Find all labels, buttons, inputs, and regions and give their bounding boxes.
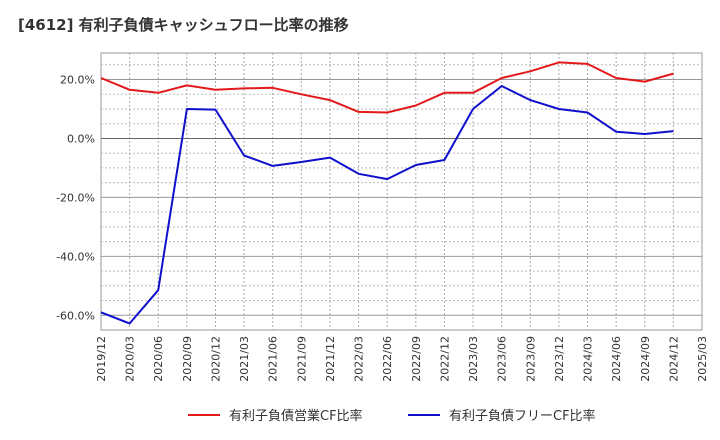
- x-tick-label: 2020/12: [209, 336, 222, 382]
- x-tick-label: 2024/09: [639, 336, 652, 382]
- y-tick-label: -20.0%: [56, 191, 95, 204]
- x-tick-label: 2020/09: [181, 336, 194, 382]
- legend-label-2: 有利子負債フリーCF比率: [449, 408, 596, 424]
- chart-title: [4612] 有利子負債キャッシュフロー比率の推移: [18, 16, 349, 34]
- x-tick-label: 2024/03: [582, 336, 595, 382]
- x-tick-label: 2021/12: [324, 336, 337, 382]
- x-tick-label: 2022/06: [381, 336, 394, 382]
- x-tick-label: 2024/12: [667, 336, 680, 382]
- y-tick-label: 20.0%: [60, 74, 95, 87]
- x-tick-label: 2024/06: [610, 336, 623, 382]
- x-tick-label: 2023/09: [524, 336, 537, 382]
- x-tick-label: 2022/12: [438, 336, 451, 382]
- x-tick-label: 2020/06: [152, 336, 165, 382]
- x-tick-label: 2019/12: [95, 336, 108, 382]
- x-tick-label: 2023/12: [553, 336, 566, 382]
- x-tick-label: 2022/03: [353, 336, 366, 382]
- x-tick-label: 2021/06: [267, 336, 280, 382]
- y-tick-label: 0.0%: [67, 132, 95, 145]
- x-tick-label: 2023/03: [467, 336, 480, 382]
- legend-label-1: 有利子負債営業CF比率: [229, 408, 363, 424]
- x-tick-label: 2021/03: [238, 336, 251, 382]
- x-tick-label: 2021/09: [295, 336, 308, 382]
- x-tick-label: 2023/06: [496, 336, 509, 382]
- y-tick-label: -60.0%: [56, 309, 95, 322]
- series-line-1: [100, 61, 674, 114]
- x-tick-label: 2022/09: [410, 336, 423, 382]
- series-line-2: [100, 85, 674, 325]
- x-tick-label: 2020/03: [124, 336, 137, 382]
- plot-area: [100, 52, 703, 331]
- y-tick-label: -40.0%: [56, 250, 95, 263]
- x-tick-label: 2025/03: [696, 336, 709, 382]
